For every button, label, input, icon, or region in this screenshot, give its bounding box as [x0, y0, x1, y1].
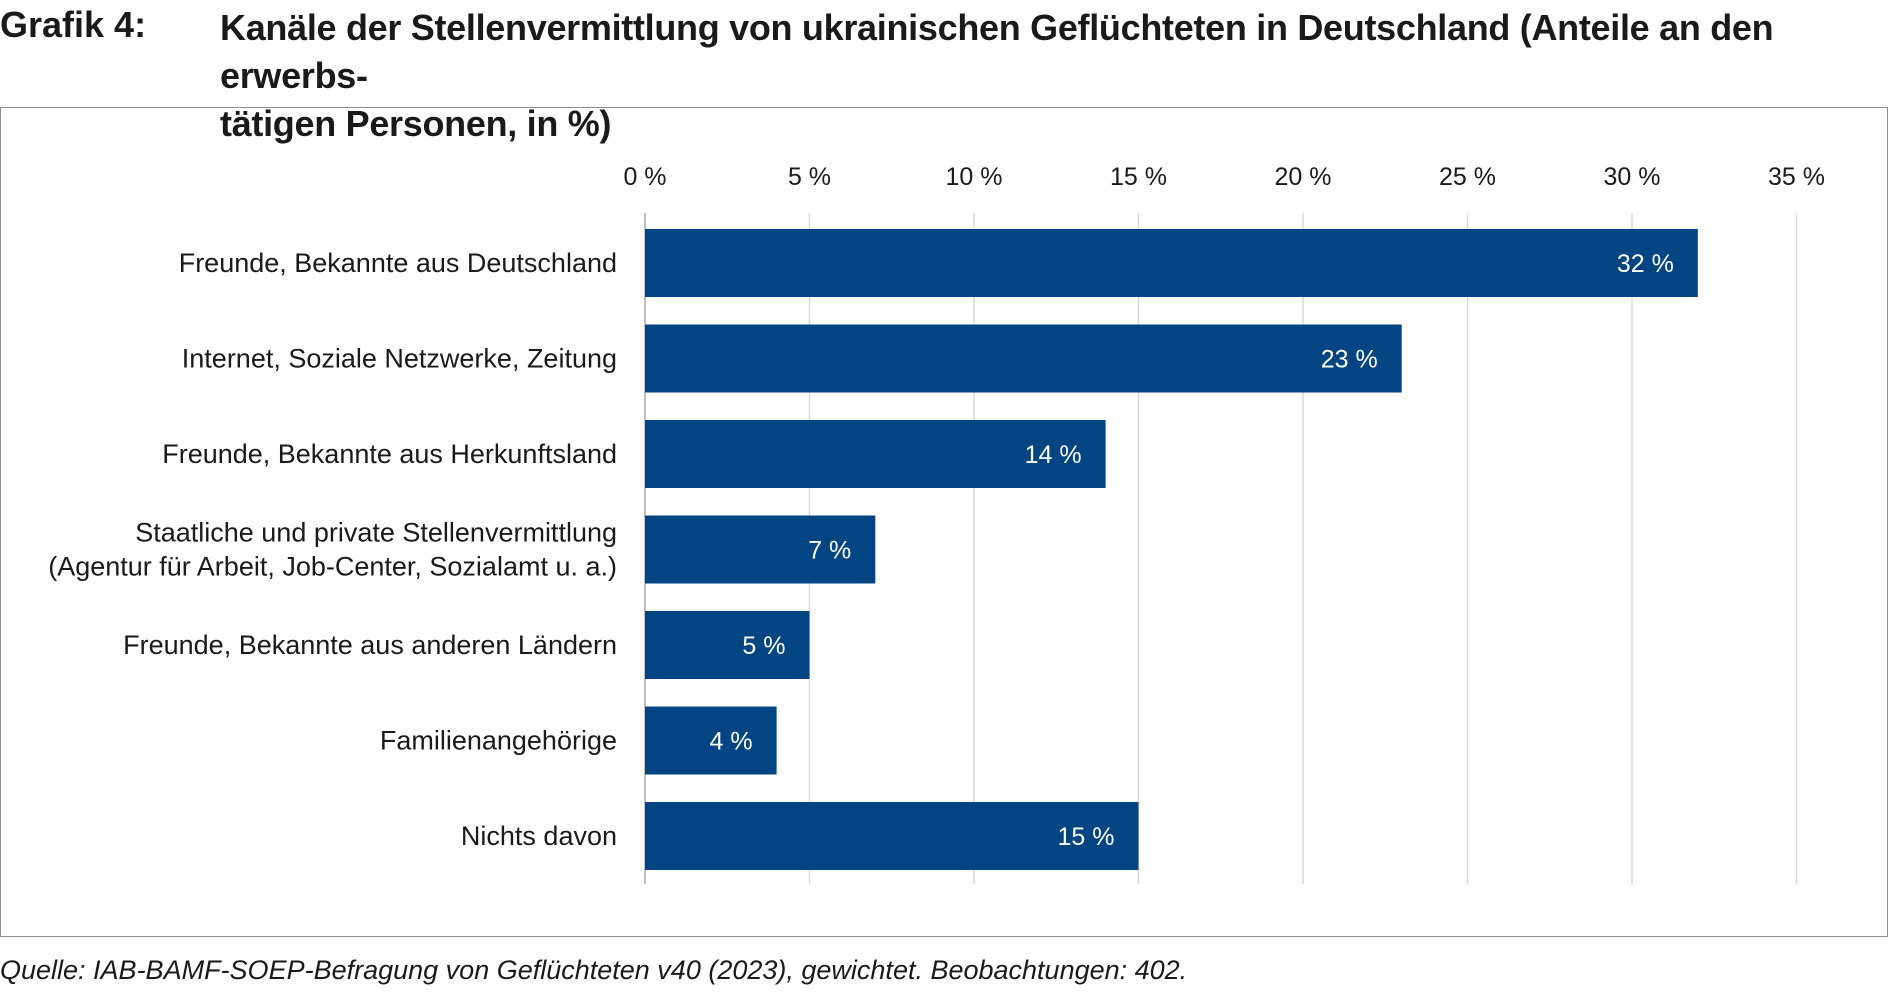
x-tick-label: 30 %	[1604, 163, 1661, 191]
category-label: Freunde, Bekannte aus Deutschland	[179, 248, 617, 278]
category-label-line: Freunde, Bekannte aus anderen Ländern	[123, 630, 617, 660]
bar	[645, 515, 876, 584]
bar-chart: 0 % 5 % 10 % 15 % 20 % 25 % 30 % 35 % Freunde, …	[48, 163, 1825, 884]
bar	[645, 706, 777, 775]
chart-title-line-2: tätigen Personen, in %)	[220, 103, 612, 144]
data-label: 14 %	[1025, 441, 1082, 469]
data-label: 15 %	[1058, 823, 1115, 851]
category-labels: Freunde, Bekannte aus Deutschland Interne…	[48, 248, 617, 851]
category-label-line: Freunde, Bekannte aus Deutschland	[179, 248, 617, 278]
bar	[645, 324, 1402, 393]
data-label: 4 %	[710, 728, 753, 756]
category-label: Nichts davon	[461, 821, 617, 851]
category-label: Freunde, Bekannte aus Herkunftsland	[162, 439, 617, 469]
category-label: Freunde, Bekannte aus anderen Ländern	[123, 630, 617, 660]
data-label: 7 %	[808, 537, 851, 565]
x-tick-label: 0 %	[623, 163, 666, 191]
bar	[645, 611, 810, 679]
category-label-line: (Agentur für Arbeit, Job-Center, Soziala…	[48, 552, 617, 582]
category-label-line: Familienangehörige	[380, 726, 617, 756]
category-label: Staatliche und private Stellenvermittlun…	[48, 518, 617, 582]
x-tick-label: 5 %	[788, 163, 831, 191]
x-tick-label: 25 %	[1439, 163, 1496, 191]
category-label-line: Nichts davon	[461, 821, 617, 851]
data-labels: 32 % 23 % 14 % 7 % 5 % 4 % 15 %	[710, 250, 1674, 851]
data-label: 5 %	[742, 632, 785, 660]
data-label: 23 %	[1321, 346, 1378, 374]
bar	[645, 229, 1698, 297]
x-tick-label: 10 %	[946, 163, 1003, 191]
source-note: Quelle: IAB-BAMF-SOEP-Befragung von Gefl…	[0, 955, 1188, 985]
bar	[645, 802, 1139, 870]
category-label: Familienangehörige	[380, 726, 617, 756]
category-label-line: Staatliche und private Stellenvermittlun…	[135, 518, 617, 548]
data-label: 32 %	[1617, 250, 1674, 278]
x-tick-label: 15 %	[1110, 163, 1167, 191]
category-label-line: Internet, Soziale Netzwerke, Zeitung	[182, 344, 617, 374]
chart-title: Kanäle der Stellenvermittlung von ukrain…	[220, 4, 1885, 148]
category-label-line: Freunde, Bekannte aus Herkunftsland	[162, 439, 617, 469]
x-axis-tick-labels: 0 % 5 % 10 % 15 % 20 % 25 % 30 % 35 %	[623, 163, 1825, 191]
figure-number: Grafik 4:	[0, 4, 147, 45]
bars	[645, 229, 1698, 870]
bar	[645, 420, 1106, 488]
category-label: Internet, Soziale Netzwerke, Zeitung	[182, 344, 617, 374]
chart-title-line-1: Kanäle der Stellenvermittlung von ukrain…	[220, 7, 1774, 96]
x-tick-label: 35 %	[1768, 163, 1825, 191]
x-tick-label: 20 %	[1275, 163, 1332, 191]
chart-frame	[0, 107, 1888, 937]
